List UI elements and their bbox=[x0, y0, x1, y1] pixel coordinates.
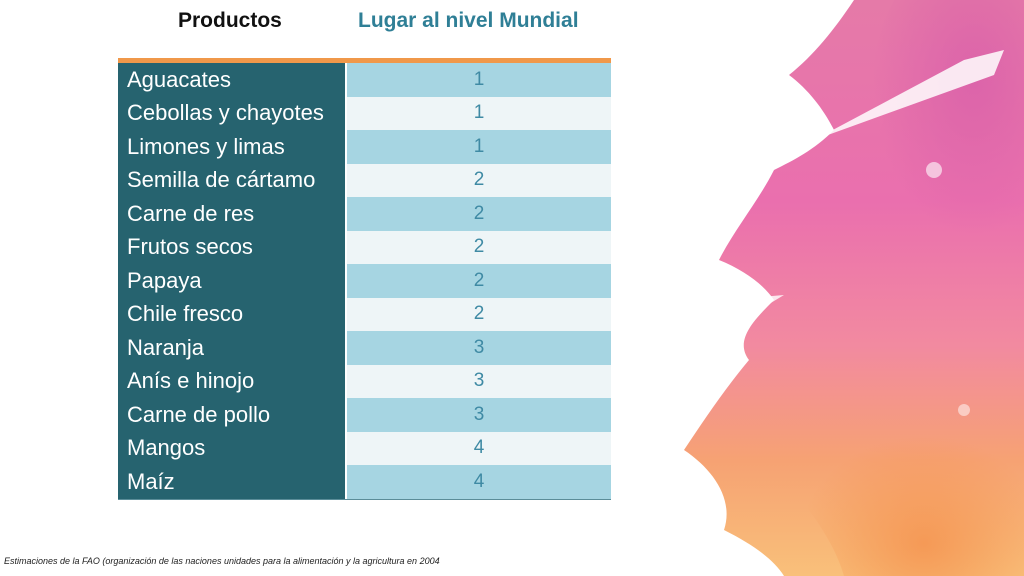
product-cell: Anís e hinojo bbox=[118, 364, 347, 398]
table-row: Chile fresco 2 bbox=[118, 297, 611, 331]
table-row: Carne de res 2 bbox=[118, 197, 611, 231]
product-cell: Carne de pollo bbox=[118, 398, 347, 432]
rank-cell: 2 bbox=[347, 197, 611, 231]
rank-cell: 3 bbox=[347, 331, 611, 365]
table-row: Mangos 4 bbox=[118, 431, 611, 465]
watercolor-splash-image bbox=[684, 0, 1024, 576]
table-row: Maíz 4 bbox=[118, 465, 611, 499]
rank-cell: 1 bbox=[347, 96, 611, 130]
products-ranking-table: Aguacates 1 Cebollas y chayotes 1 Limone… bbox=[118, 58, 611, 500]
rank-cell: 2 bbox=[347, 264, 611, 298]
table-header: Productos Lugar al nivel Mundial bbox=[0, 0, 700, 44]
source-footnote: Estimaciones de la FAO (organización de … bbox=[4, 556, 440, 566]
table-row: Frutos secos 2 bbox=[118, 230, 611, 264]
rank-cell: 2 bbox=[347, 230, 611, 264]
table-row: Naranja 3 bbox=[118, 331, 611, 365]
rank-cell: 1 bbox=[347, 63, 611, 97]
rank-cell: 4 bbox=[347, 465, 611, 499]
rank-cell: 1 bbox=[347, 130, 611, 164]
table-row: Carne de pollo 3 bbox=[118, 398, 611, 432]
table-row: Papaya 2 bbox=[118, 264, 611, 298]
product-cell: Cebollas y chayotes bbox=[118, 96, 347, 130]
table-body: Aguacates 1 Cebollas y chayotes 1 Limone… bbox=[118, 63, 611, 500]
products-column-header: Productos bbox=[178, 9, 282, 32]
rank-cell: 3 bbox=[347, 364, 611, 398]
product-cell: Frutos secos bbox=[118, 230, 347, 264]
rank-column-header: Lugar al nivel Mundial bbox=[358, 9, 579, 32]
product-cell: Carne de res bbox=[118, 197, 347, 231]
table-row: Limones y limas 1 bbox=[118, 130, 611, 164]
product-cell: Chile fresco bbox=[118, 297, 347, 331]
product-cell: Semilla de cártamo bbox=[118, 163, 347, 197]
product-cell: Mangos bbox=[118, 431, 347, 465]
watercolor-decoration bbox=[664, 0, 1024, 576]
product-cell: Maíz bbox=[118, 465, 347, 499]
header-divider bbox=[118, 58, 611, 63]
table-row: Cebollas y chayotes 1 bbox=[118, 96, 611, 130]
product-cell: Naranja bbox=[118, 331, 347, 365]
table-row: Anís e hinojo 3 bbox=[118, 364, 611, 398]
product-cell: Papaya bbox=[118, 264, 347, 298]
product-cell: Limones y limas bbox=[118, 130, 347, 164]
product-cell: Aguacates bbox=[118, 63, 347, 97]
table-row: Semilla de cártamo 2 bbox=[118, 163, 611, 197]
rank-cell: 3 bbox=[347, 398, 611, 432]
rank-cell: 2 bbox=[347, 297, 611, 331]
table-row: Aguacates 1 bbox=[118, 63, 611, 97]
rank-cell: 4 bbox=[347, 431, 611, 465]
rank-cell: 2 bbox=[347, 163, 611, 197]
